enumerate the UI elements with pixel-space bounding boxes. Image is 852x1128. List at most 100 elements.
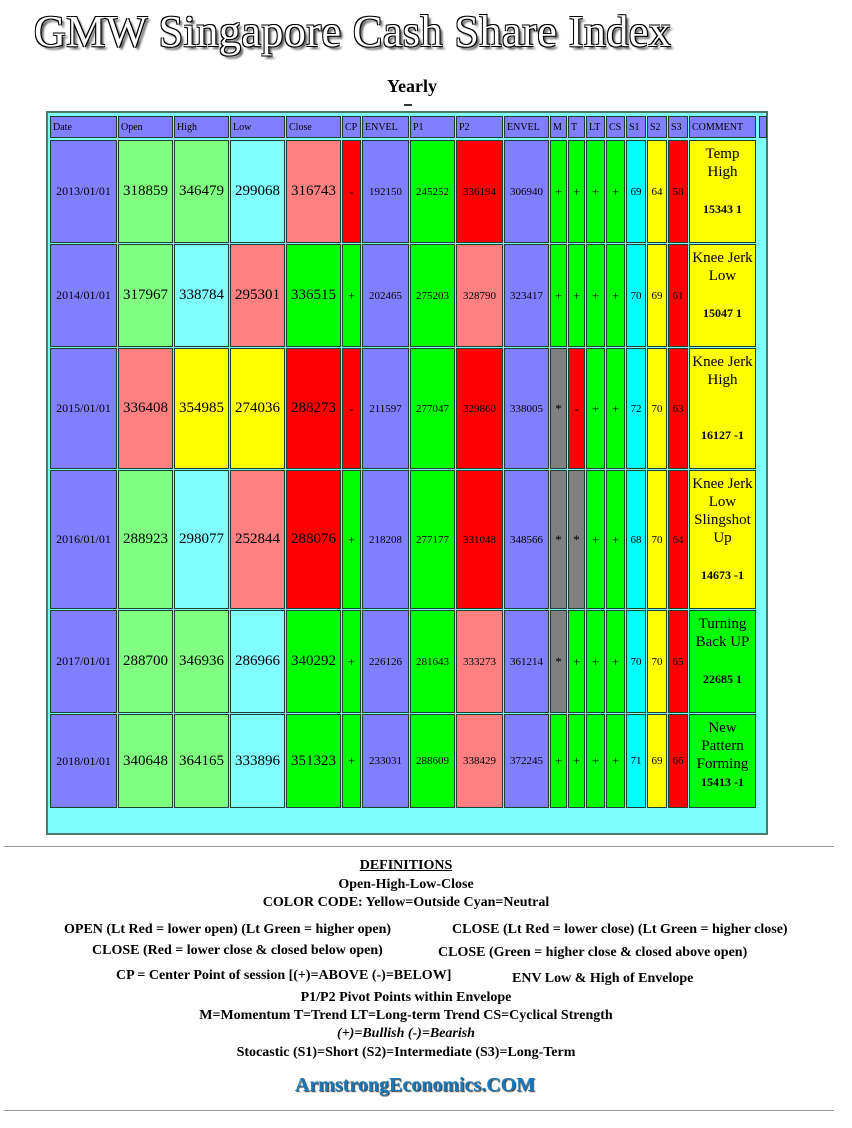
table-cell-open: 317967 [118, 244, 173, 347]
env-definition: ENV Low & High of Envelope [512, 971, 694, 986]
table-cell-low: 295301 [230, 244, 285, 347]
comment-text: Knee Jerk High [692, 354, 753, 388]
table-cell-cp: + [342, 714, 361, 808]
table-cell-open: 288700 [118, 610, 173, 713]
close-green-definition: CLOSE (Green = higher close & closed abo… [438, 945, 748, 960]
table-cell-m: * [550, 348, 567, 469]
header-cp: CP [342, 116, 361, 138]
table-cell-lt: + [586, 348, 605, 469]
table-cell-t: + [568, 610, 585, 713]
table-cell-date: 2013/01/01 [50, 140, 117, 243]
table-cell-open: 336408 [118, 348, 173, 469]
table-cell-s1: 68 [626, 470, 646, 609]
header-m: M [550, 116, 567, 138]
table-cell-close: 351323 [286, 714, 341, 808]
stochastic-definition: Stocastic (S1)=Short (S2)=Intermediate (… [236, 1045, 576, 1060]
table-cell-s2: 69 [647, 714, 667, 808]
table-cell-m: * [550, 610, 567, 713]
comment-count: 16127 -1 [701, 428, 744, 442]
table-cell-s2: 70 [647, 610, 667, 713]
table-cell-lt: + [586, 140, 605, 243]
brand-link[interactable]: ArmstrongEconomics.COM [294, 1074, 536, 1096]
header-p1: P1 [410, 116, 455, 138]
table-cell-low: 286966 [230, 610, 285, 713]
table-cell-env_high: 361214 [504, 610, 549, 713]
table-cell-open: 340648 [118, 714, 173, 808]
header-s1: S1 [626, 116, 646, 138]
table-cell-p2: 333273 [456, 610, 503, 713]
comment-cell: Knee Jerk Low Slingshot Up 14673 -1 [689, 470, 756, 609]
table-cell-low: 252844 [230, 470, 285, 609]
comment-text: Knee Jerk Low [692, 250, 753, 284]
header-high: High [174, 116, 229, 138]
table-cell-lt: + [586, 244, 605, 347]
table-cell-t: + [568, 140, 585, 243]
top-divider [4, 846, 834, 847]
table-cell-s2: 70 [647, 470, 667, 609]
header-comment: COMMENT [689, 116, 756, 138]
data-table: Date Open High Low Close CP ENVEL P1 P2 ENVEL M T LT… [46, 111, 768, 835]
table-cell-p1: 288609 [410, 714, 455, 808]
table-cell-env_low: 218208 [362, 470, 409, 609]
comment-count: 14673 -1 [701, 568, 744, 582]
comment-count: 22685 1 [703, 672, 742, 686]
comment-text: Turning Back UP [695, 616, 750, 650]
table-cell-close: 336515 [286, 244, 341, 347]
table-cell-close: 340292 [286, 610, 341, 713]
table-cell-p1: 245252 [410, 140, 455, 243]
comment-cell: Turning Back UP 22685 1 [689, 610, 756, 713]
table-cell-p1: 281643 [410, 610, 455, 713]
comment-text: New Pattern Forming [696, 720, 749, 772]
bottom-divider [4, 1110, 834, 1111]
table-cell-high: 364165 [174, 714, 229, 808]
table-cell-env_low: 233031 [362, 714, 409, 808]
table-cell-p1: 277177 [410, 470, 455, 609]
period-subtitle: Yearly [387, 76, 437, 96]
page-title: GMW Singapore Cash Share Index [34, 7, 672, 56]
table-cell-s3: 61 [668, 244, 688, 347]
table-cell-s1: 69 [626, 140, 646, 243]
table-cell-s2: 69 [647, 244, 667, 347]
table-cell-p2: 331048 [456, 470, 503, 609]
table-cell-cs: + [606, 140, 625, 243]
table-cell-cp: + [342, 470, 361, 609]
close-lt-definition: CLOSE (Lt Red = lower close) (Lt Green =… [452, 922, 788, 937]
table-cell-m: + [550, 140, 567, 243]
comment-cell: New Pattern Forming 15413 -1 [689, 714, 756, 808]
comment-text: Knee Jerk Low Slingshot Up [692, 476, 753, 546]
table-cell-p2: 338429 [456, 714, 503, 808]
table-cell-cp: + [342, 610, 361, 713]
table-cell-m: * [550, 470, 567, 609]
definitions-heading: DEFINITIONS [359, 858, 453, 873]
comment-cell: Temp High 15343 1 [689, 140, 756, 243]
table-cell-close: 288273 [286, 348, 341, 469]
table-cell-t: + [568, 714, 585, 808]
table-cell-env_high: 338005 [504, 348, 549, 469]
table-cell-low: 274036 [230, 348, 285, 469]
comment-count: 15413 -1 [701, 775, 744, 789]
table-cell-env_high: 372245 [504, 714, 549, 808]
table-cell-high: 298077 [174, 470, 229, 609]
table-cell-s1: 71 [626, 714, 646, 808]
table-cell-close: 288076 [286, 470, 341, 609]
table-cell-s1: 72 [626, 348, 646, 469]
header-s2: S2 [647, 116, 667, 138]
table-cell-date: 2014/01/01 [50, 244, 117, 347]
divider-tick [404, 104, 412, 106]
table-cell-s1: 70 [626, 610, 646, 713]
table-cell-cp: + [342, 244, 361, 347]
table-cell-high: 338784 [174, 244, 229, 347]
table-cell-lt: + [586, 470, 605, 609]
table-cell-t: * [568, 470, 585, 609]
table-cell-cp: - [342, 140, 361, 243]
trend-definition: M=Momentum T=Trend LT=Long-term Trend CS… [199, 1008, 613, 1023]
table-cell-lt: + [586, 714, 605, 808]
comment-cell: Knee Jerk Low 15047 1 [689, 244, 756, 347]
color-code-definition: COLOR CODE: Yellow=Outside Cyan=Neutral [262, 895, 550, 910]
table-cell-env_high: 323417 [504, 244, 549, 347]
comment-count: 15047 1 [703, 306, 742, 320]
header-close: Close [286, 116, 341, 138]
table-cell-low: 299068 [230, 140, 285, 243]
table-cell-s2: 64 [647, 140, 667, 243]
table-cell-high: 346479 [174, 140, 229, 243]
